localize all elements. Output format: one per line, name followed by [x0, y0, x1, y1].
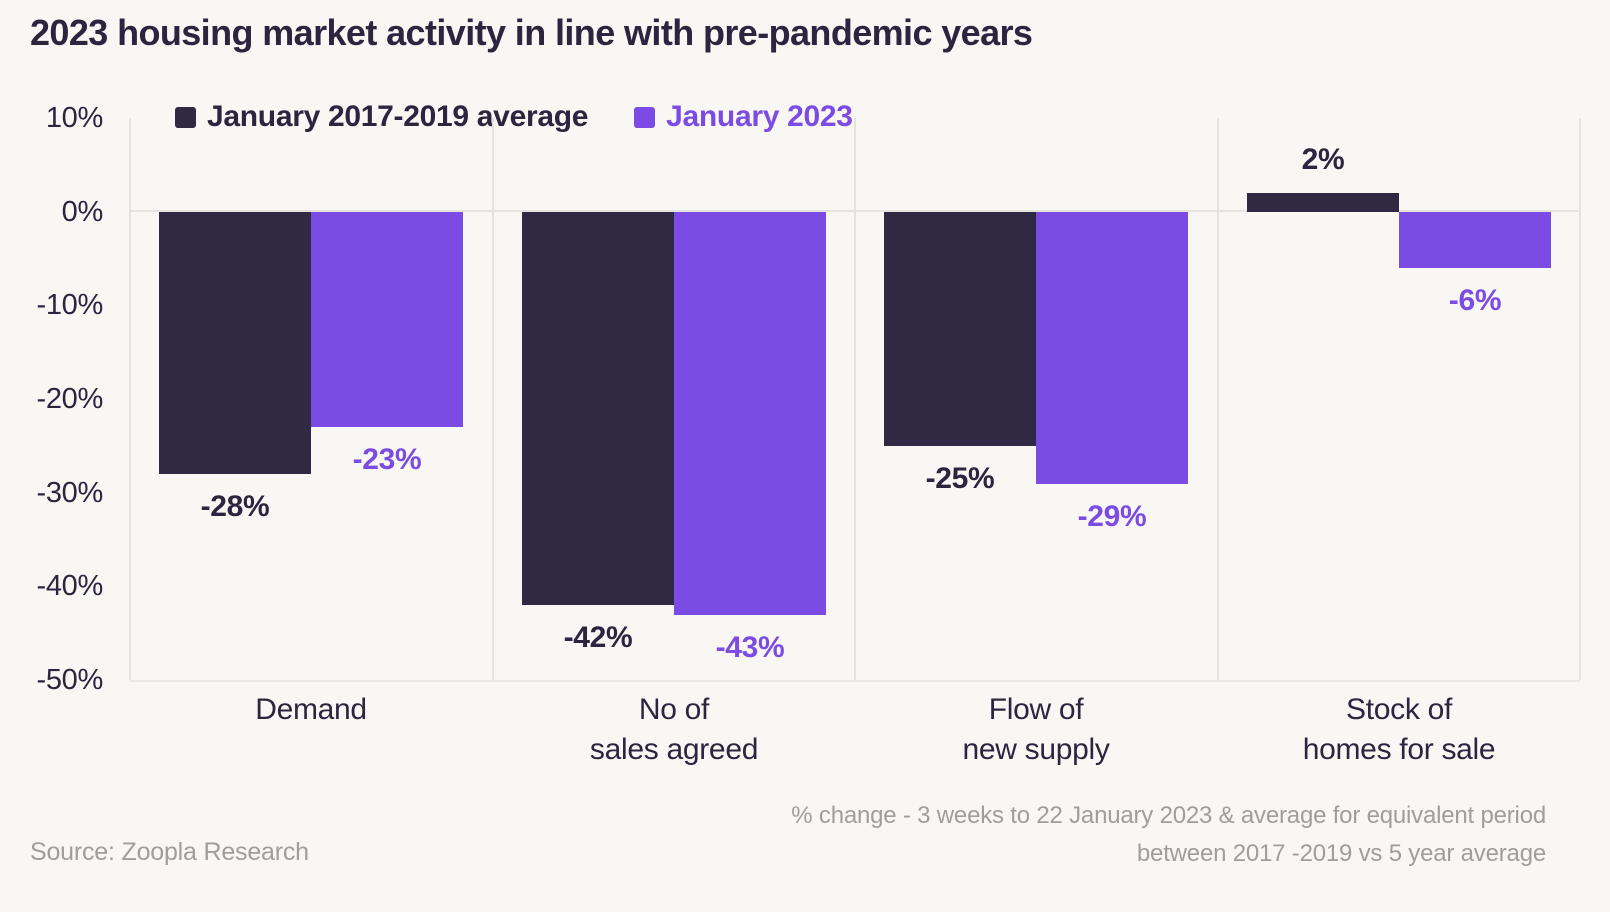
footnote-line-2: between 2017 -2019 vs 5 year average: [1136, 840, 1546, 867]
bar-value-label: -6%: [1448, 284, 1502, 317]
bar-jan-2023: [311, 212, 463, 427]
bar-jan-2017-2019-average: [1247, 193, 1399, 212]
y-axis-line: [129, 118, 131, 680]
source-text: Source: Zoopla Research: [30, 838, 309, 866]
bar-jan-2017-2019-average: [159, 212, 311, 474]
bar-jan-2023: [1036, 212, 1188, 484]
group-separator-line: [854, 118, 856, 680]
bar-value-label: -43%: [715, 631, 785, 664]
legend-label: January 2017-2019 average: [207, 100, 589, 133]
category-label-line: Stock of: [1346, 693, 1452, 726]
chart-title: 2023 housing market activity in line wit…: [30, 12, 1033, 53]
y-tick-label: -30%: [36, 477, 104, 509]
footnote: % change - 3 weeks to 22 January 2023 & …: [791, 797, 1546, 873]
bar-value-label: -29%: [1077, 500, 1147, 533]
bar-value-label: -23%: [352, 443, 422, 476]
category-label-line: No of: [638, 693, 710, 726]
baseline-gridline: [130, 680, 1580, 682]
legend-label: January 2023: [666, 100, 853, 133]
group-separator-line: [1217, 118, 1219, 680]
category-label: Demand: [101, 690, 521, 730]
category-label-line: new supply: [962, 733, 1110, 766]
bar-jan-2023: [1399, 212, 1551, 268]
category-label: Flow of new supply: [826, 690, 1246, 770]
bar-value-label: 2%: [1301, 143, 1345, 176]
category-label-line: sales agreed: [589, 733, 759, 766]
legend-item-jan-2023: January 2023: [634, 100, 853, 134]
group-separator-line: [492, 118, 494, 680]
category-label-line: homes for sale: [1302, 733, 1496, 766]
group-separator-line: [1579, 118, 1581, 680]
y-tick-label: -20%: [36, 383, 104, 415]
category-label: Stock of homes for sale: [1189, 690, 1609, 770]
bar-jan-2023: [674, 212, 826, 615]
y-tick-label: -40%: [36, 570, 104, 602]
category-label-line: Flow of: [988, 693, 1084, 726]
bar-value-label: -42%: [563, 621, 633, 654]
footnote-line-1: % change - 3 weeks to 22 January 2023 & …: [791, 802, 1546, 829]
y-tick-label: 0%: [61, 196, 104, 228]
y-tick-label: -10%: [36, 289, 104, 321]
bar-value-label: -25%: [925, 462, 995, 495]
legend-swatch-icon: [175, 106, 196, 128]
bar-value-label: -28%: [200, 490, 270, 523]
y-tick-label: 10%: [45, 102, 103, 134]
category-label-line: Demand: [255, 693, 367, 726]
y-tick-label: -50%: [36, 664, 104, 696]
bar-jan-2017-2019-average: [884, 212, 1036, 446]
legend-swatch-icon: [634, 106, 656, 128]
bar-jan-2017-2019-average: [522, 212, 674, 605]
legend-item-jan-2017-2019-average: January 2017-2019 average: [175, 100, 588, 134]
category-label: No of sales agreed: [464, 690, 884, 770]
legend: January 2017-2019 average January 2023: [175, 100, 853, 134]
